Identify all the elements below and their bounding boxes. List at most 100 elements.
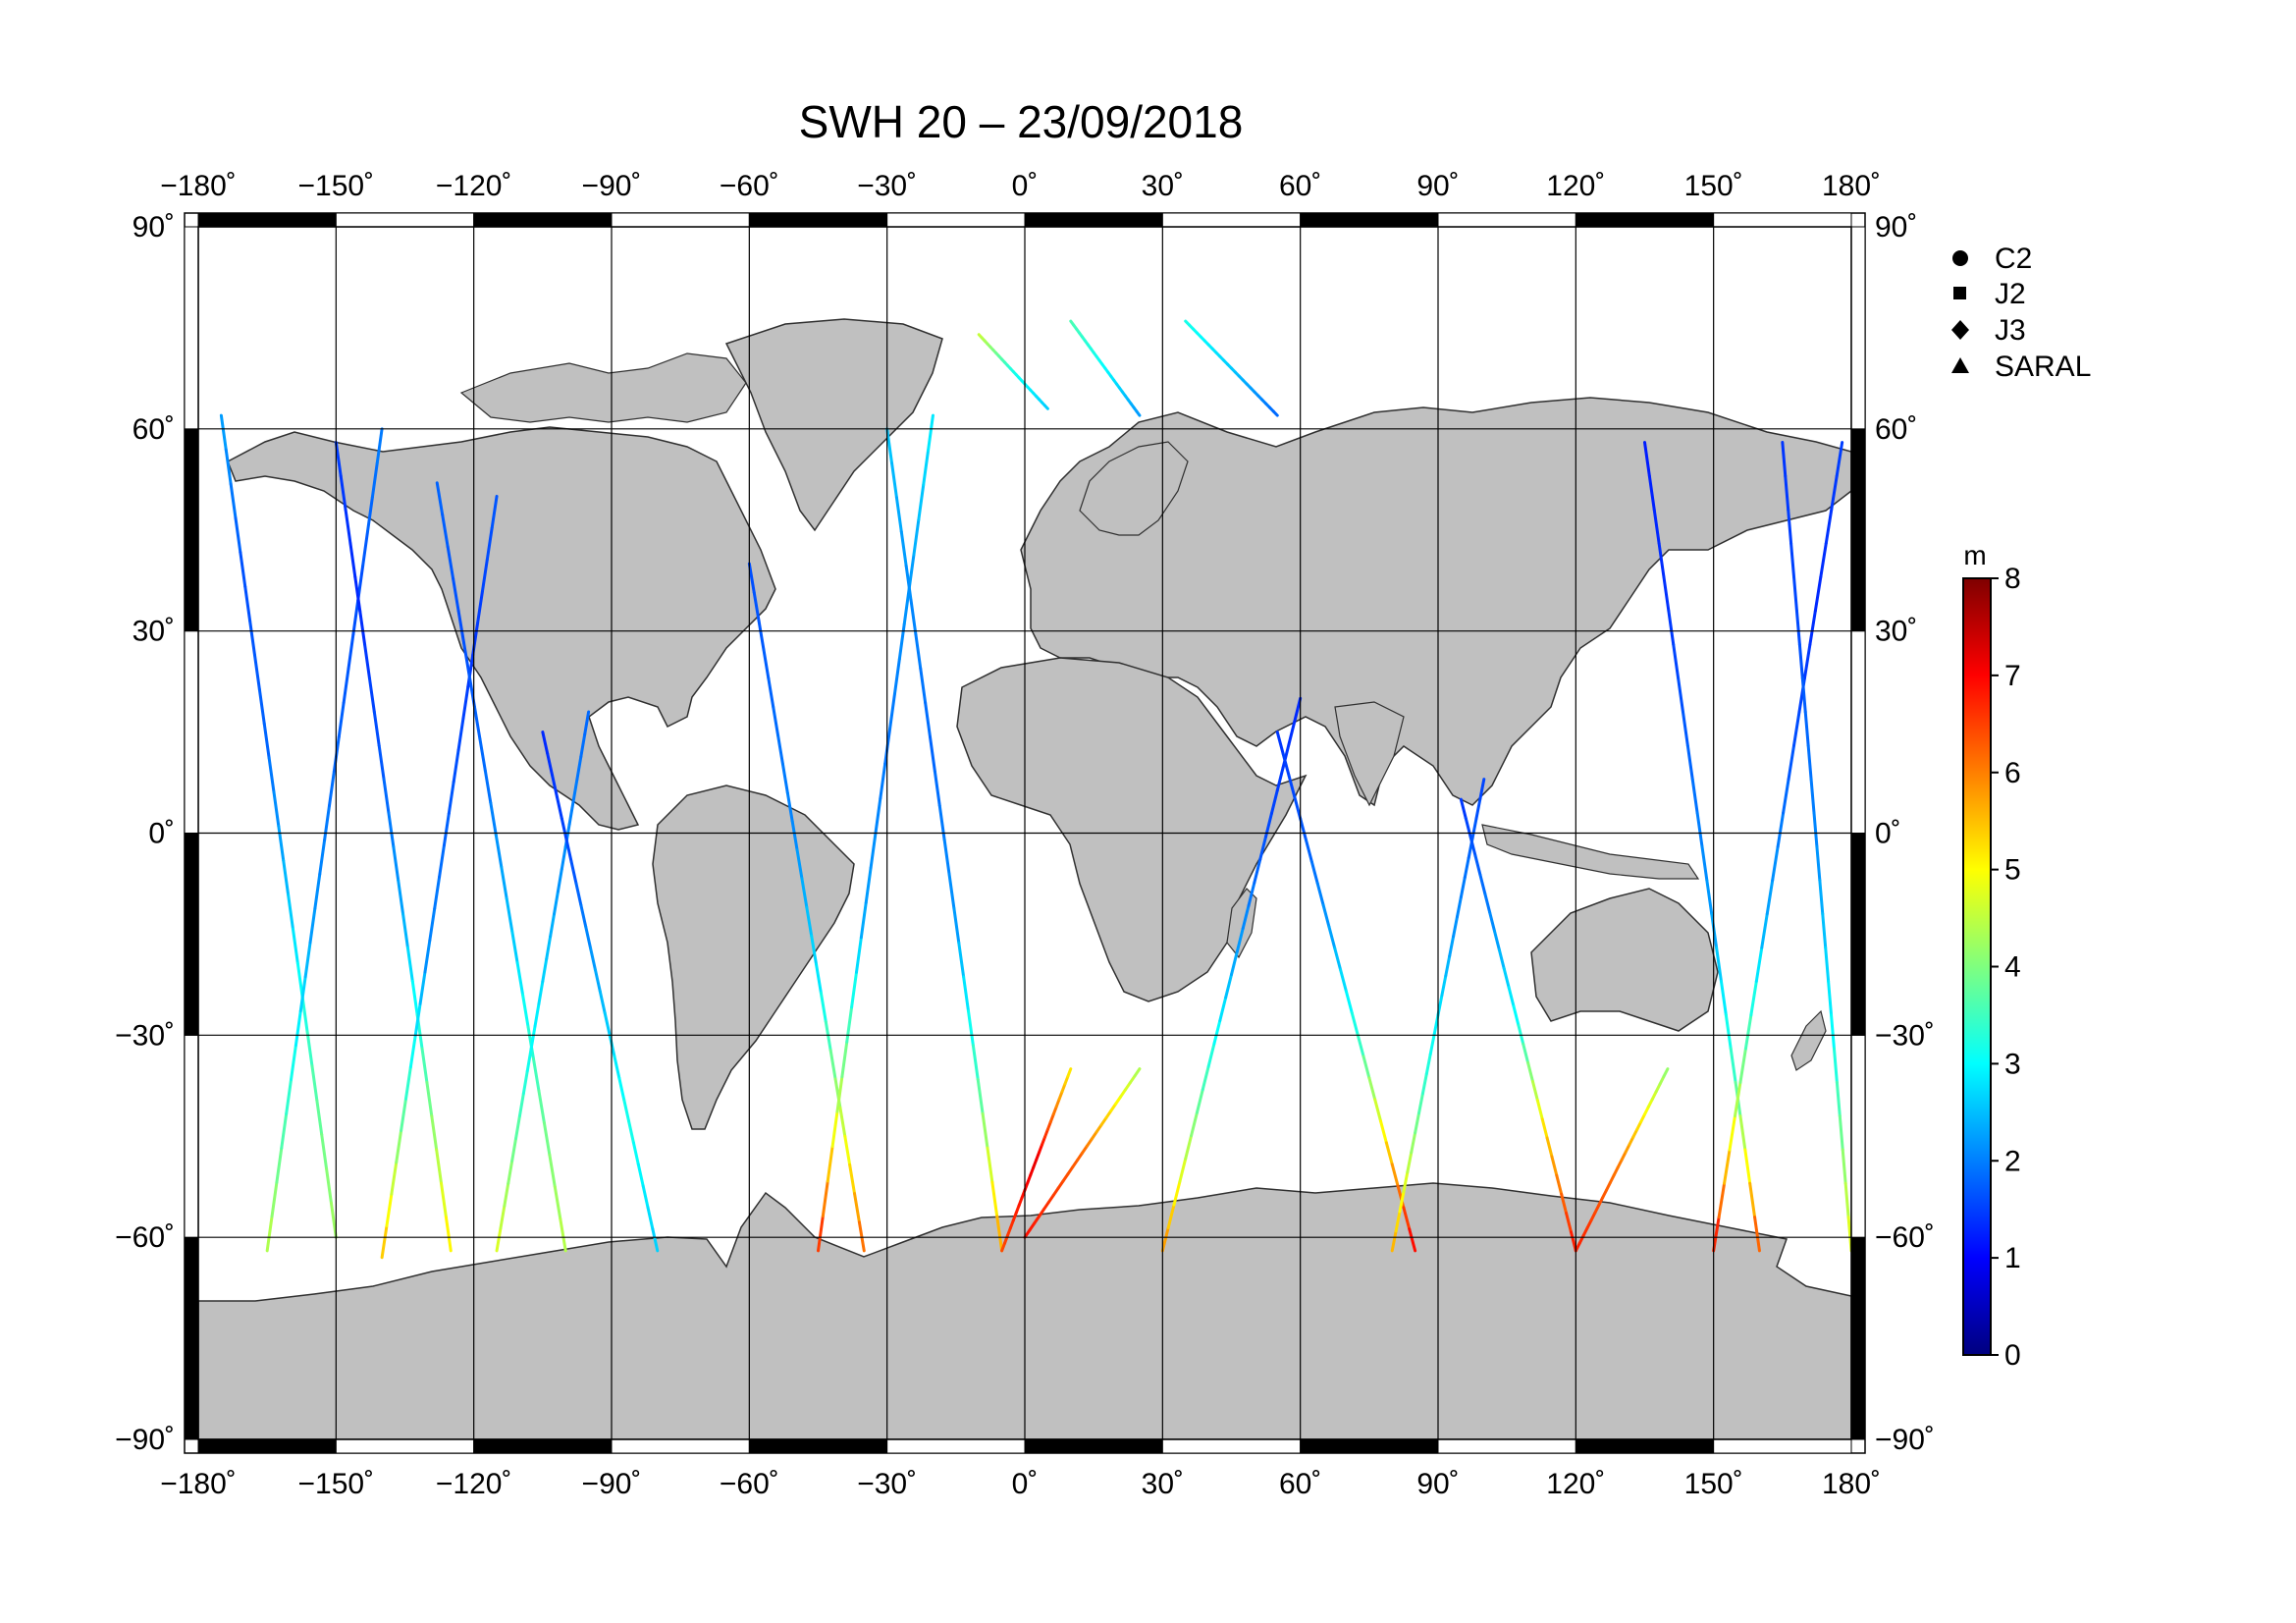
track-segment [1667, 609, 1676, 646]
track-segment [1827, 979, 1834, 1017]
track-segment [375, 427, 384, 465]
track-segment [919, 667, 928, 705]
track-segment [425, 1080, 434, 1118]
lon-tick-label: 150˚ [1684, 170, 1743, 202]
track-segment [805, 905, 814, 938]
frame-segment-top [1024, 212, 1163, 228]
track-segment [869, 832, 878, 870]
track-segment [571, 778, 579, 803]
lat-tick-label: 30˚ [133, 616, 175, 648]
satellite-track [1390, 778, 1486, 1253]
frame-segment-top [1300, 212, 1439, 228]
track-segment [549, 912, 557, 939]
frame-segment-bottom [197, 1438, 337, 1454]
track-segment [1406, 1151, 1414, 1174]
track-segment [1321, 903, 1331, 929]
lon-labels-bottom: −180˚ −150˚ −120˚ −90˚ −60˚ −30˚ 0˚ 30˚ 60˚ 90˚ 12… [160, 1468, 1881, 1500]
satellite-track [1275, 730, 1417, 1253]
land-indonesia [1481, 824, 1700, 880]
track-segment [651, 1227, 660, 1253]
frame-inner [197, 226, 1852, 1440]
track-segment [1802, 642, 1812, 680]
track-segment [1662, 575, 1671, 613]
track-segment [290, 1044, 297, 1082]
track-segment [442, 811, 451, 847]
lat-tick-label: 30˚ [1875, 616, 1917, 648]
track-segment [843, 1134, 852, 1166]
track-segment [224, 448, 233, 486]
lat-tick-label: 90˚ [1875, 211, 1917, 243]
track-segment [848, 1163, 857, 1196]
track-segment [1700, 844, 1709, 883]
track-segment [291, 927, 299, 965]
track-segment [1247, 881, 1256, 907]
track-segment [517, 1092, 525, 1118]
track-segment [1474, 797, 1482, 821]
satellite-legend: C2 J2 J3 SARAL [1951, 243, 2091, 383]
track-segment [447, 780, 455, 815]
frame-segment-bottom [335, 1438, 475, 1454]
track-segment [541, 957, 549, 983]
frame-segment-left [184, 630, 199, 835]
track-segment [234, 516, 242, 555]
track-segment [395, 1129, 403, 1164]
track-segment [1275, 730, 1285, 756]
track-segment [494, 833, 504, 869]
track-segment [1436, 994, 1444, 1017]
satellite-track [1712, 441, 1844, 1253]
track-segment [1765, 879, 1775, 916]
track-segment [280, 1111, 289, 1150]
track-segment [1184, 1134, 1194, 1161]
track-segment [1776, 811, 1786, 848]
track-segment [1832, 1047, 1839, 1084]
track-segment [382, 778, 391, 815]
track-segment [500, 865, 508, 900]
track-segment [1502, 967, 1511, 990]
lon-tick-label: 180˚ [1822, 1468, 1881, 1500]
track-segment [1792, 575, 1798, 613]
colorbar-tick-label: 5 [2004, 854, 2021, 887]
track-segment [835, 1075, 844, 1113]
track-segment [1760, 912, 1769, 949]
lon-tick-label: −60˚ [720, 1468, 779, 1500]
track-segment [315, 1099, 324, 1137]
track-segment [267, 756, 276, 794]
track-segment [917, 483, 926, 521]
frame-segment-top [886, 212, 1026, 228]
track-segment [483, 769, 493, 805]
lon-tick-label: −60˚ [720, 170, 779, 202]
land-australia [1530, 888, 1719, 1032]
lon-tick-label: 30˚ [1142, 170, 1184, 202]
track-segment [248, 619, 256, 657]
track-segment [1224, 973, 1233, 1000]
track-segment [1530, 1080, 1539, 1103]
diamond-marker-icon [1951, 320, 1969, 340]
legend-label: SARAL [1995, 351, 2091, 383]
satellite-track [1184, 319, 1279, 417]
frame-segment-top [197, 212, 337, 228]
track-segment [505, 896, 514, 933]
land-north-america [227, 426, 776, 831]
track-segment [555, 795, 563, 821]
circle-marker-icon [1952, 250, 1968, 266]
track-segment [1463, 856, 1470, 880]
colorbar-tick-label: 4 [2004, 951, 2021, 984]
track-segment [521, 1069, 529, 1096]
track-segment [1230, 949, 1239, 977]
track-segment [1723, 1148, 1732, 1185]
track-segment [1818, 879, 1825, 916]
track-segment [510, 1137, 518, 1163]
track-segment [438, 843, 446, 879]
track-segment [1066, 1067, 1073, 1078]
track-segment [328, 770, 336, 807]
track-segment [499, 1204, 507, 1230]
track-segment [548, 1153, 557, 1189]
satellite-track [1643, 441, 1761, 1253]
track-segment [334, 441, 343, 478]
legend-item-j2: J2 [1953, 278, 2026, 310]
track-segment [320, 1133, 329, 1170]
track-segment [476, 589, 484, 625]
track-segment [1269, 788, 1279, 815]
track-segment [452, 576, 460, 613]
frame-segment-right [1850, 1034, 1866, 1238]
